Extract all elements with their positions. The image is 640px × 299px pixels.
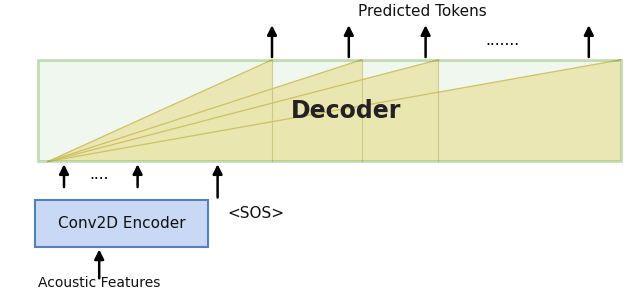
FancyBboxPatch shape bbox=[35, 200, 208, 247]
Text: Decoder: Decoder bbox=[291, 99, 401, 123]
Text: <SOS>: <SOS> bbox=[227, 206, 284, 221]
Polygon shape bbox=[48, 60, 272, 161]
Text: Conv2D Encoder: Conv2D Encoder bbox=[58, 216, 186, 231]
Text: Predicted Tokens: Predicted Tokens bbox=[358, 4, 487, 19]
FancyBboxPatch shape bbox=[38, 60, 621, 161]
Text: .......: ....... bbox=[485, 33, 520, 48]
Text: ....: .... bbox=[90, 167, 109, 182]
Polygon shape bbox=[48, 60, 438, 161]
Polygon shape bbox=[48, 60, 621, 161]
Polygon shape bbox=[48, 60, 362, 161]
Text: Acoustic Features: Acoustic Features bbox=[38, 276, 161, 290]
